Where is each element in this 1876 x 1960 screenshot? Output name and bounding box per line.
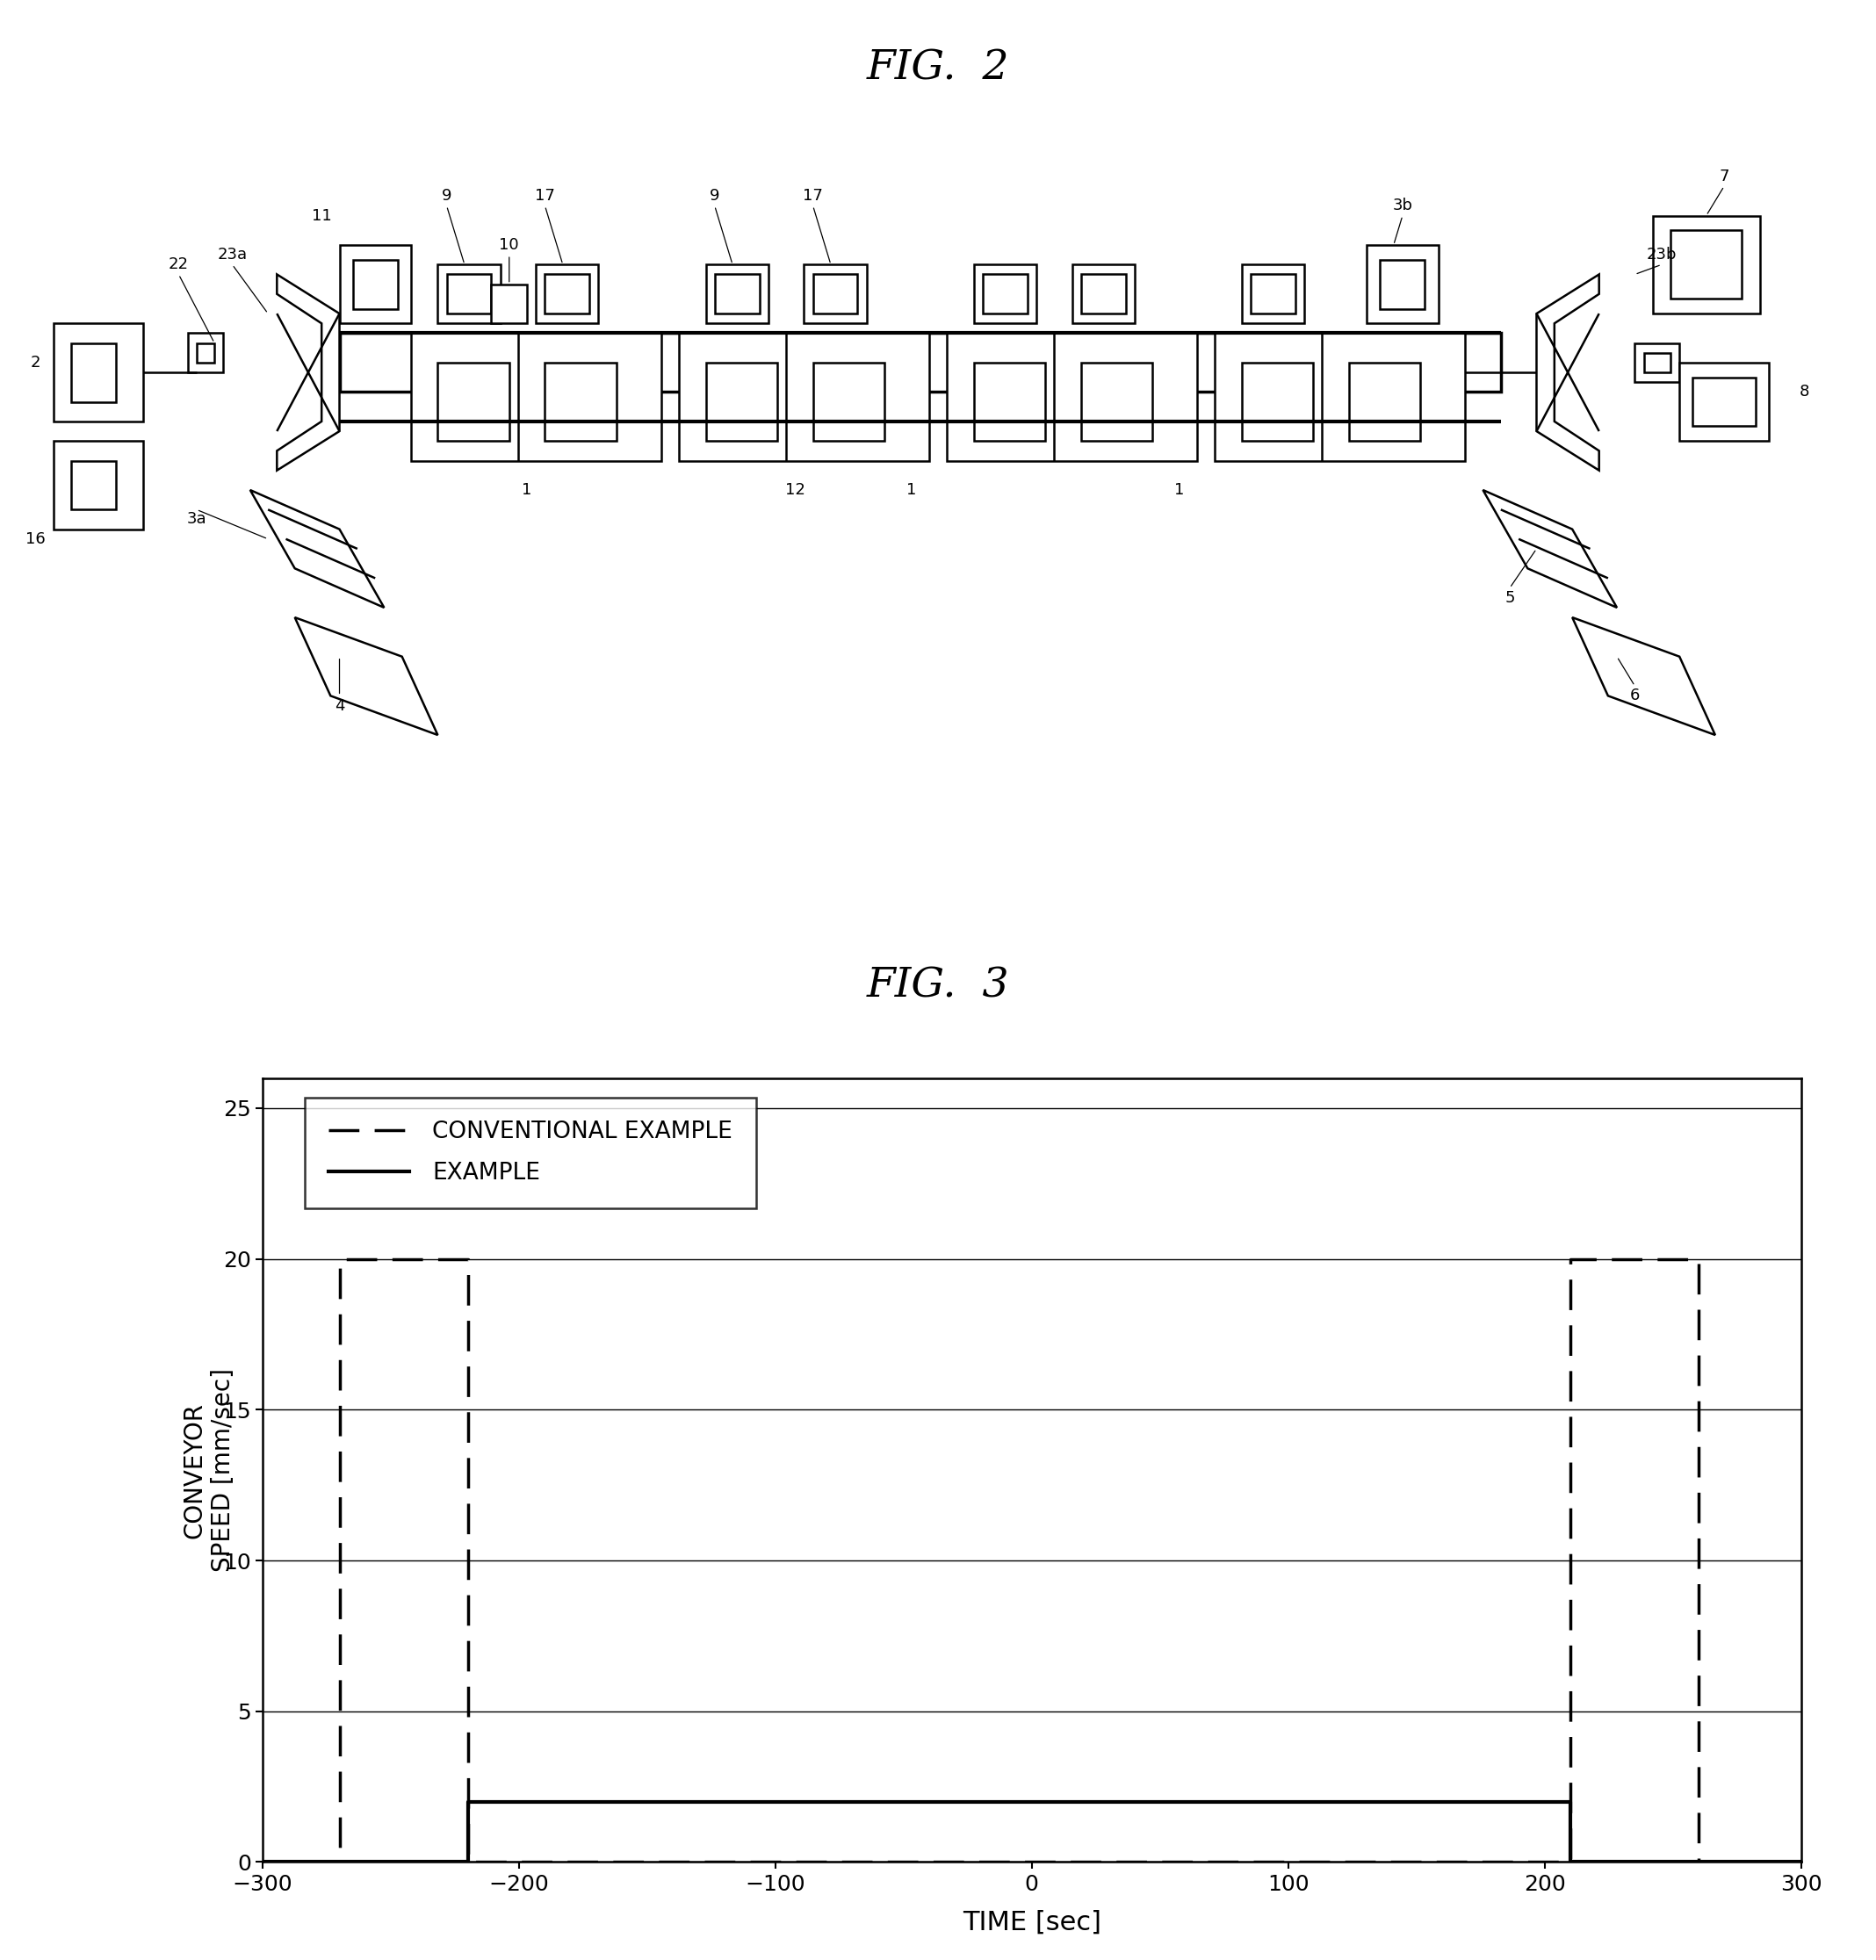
Text: FIG.  2: FIG. 2 <box>867 49 1009 88</box>
Bar <box>54 441 143 529</box>
Text: 11: 11 <box>311 208 332 223</box>
Bar <box>1216 333 1465 461</box>
Bar <box>1679 363 1769 441</box>
Bar <box>340 245 411 323</box>
Bar <box>705 363 777 441</box>
Bar <box>947 333 1197 461</box>
Bar <box>411 333 660 461</box>
Bar <box>1670 231 1743 300</box>
Bar <box>71 461 116 510</box>
Bar <box>805 265 867 323</box>
Bar <box>812 363 884 441</box>
Text: 8: 8 <box>1799 384 1810 400</box>
Bar <box>537 265 598 323</box>
Bar <box>679 333 929 461</box>
Bar <box>1381 259 1426 308</box>
Bar <box>1242 363 1313 441</box>
Bar <box>1251 274 1294 314</box>
Text: 3a: 3a <box>186 512 206 527</box>
Bar <box>353 259 398 308</box>
Y-axis label: CONVEYOR
SPEED [mm/sec]: CONVEYOR SPEED [mm/sec] <box>182 1368 234 1572</box>
Bar <box>197 343 214 363</box>
Text: 17: 17 <box>803 188 824 204</box>
Bar <box>1071 265 1135 323</box>
Bar <box>974 363 1045 441</box>
Text: 17: 17 <box>535 188 555 204</box>
Bar <box>1368 245 1439 323</box>
Text: 7: 7 <box>1718 169 1730 184</box>
Bar <box>715 274 760 314</box>
Text: 9: 9 <box>441 188 452 204</box>
Text: 22: 22 <box>169 257 189 272</box>
Bar <box>446 274 492 314</box>
Bar <box>1349 363 1420 441</box>
Polygon shape <box>1572 617 1715 735</box>
Text: 4: 4 <box>334 698 345 713</box>
Text: 12: 12 <box>784 482 805 498</box>
Polygon shape <box>1536 274 1598 470</box>
Bar <box>437 265 501 323</box>
Text: 10: 10 <box>499 237 520 253</box>
Text: 1: 1 <box>522 482 533 498</box>
Bar <box>340 333 1501 392</box>
Bar <box>1634 343 1679 382</box>
Bar <box>544 363 617 441</box>
Text: FIG.  3: FIG. 3 <box>867 966 1009 1005</box>
Bar <box>1081 274 1126 314</box>
Bar <box>1643 353 1670 372</box>
Text: 6: 6 <box>1630 688 1640 704</box>
Text: 2: 2 <box>30 355 41 370</box>
Bar <box>1242 265 1304 323</box>
Bar <box>54 323 143 421</box>
Text: 23b: 23b <box>1647 247 1677 263</box>
Bar <box>71 343 116 402</box>
Text: 9: 9 <box>709 188 720 204</box>
Text: 23a: 23a <box>218 247 248 263</box>
Polygon shape <box>295 617 437 735</box>
Bar <box>1653 216 1760 314</box>
Bar <box>983 274 1028 314</box>
Polygon shape <box>278 274 340 470</box>
Polygon shape <box>1482 490 1617 608</box>
Bar <box>544 274 589 314</box>
Text: 16: 16 <box>26 531 45 547</box>
Bar <box>437 363 508 441</box>
Bar <box>188 333 223 372</box>
Polygon shape <box>250 490 385 608</box>
Bar <box>492 284 527 323</box>
Text: 1: 1 <box>1174 482 1184 498</box>
Bar <box>1692 376 1756 427</box>
X-axis label: TIME [sec]: TIME [sec] <box>962 1909 1101 1935</box>
Legend: CONVENTIONAL EXAMPLE, EXAMPLE: CONVENTIONAL EXAMPLE, EXAMPLE <box>306 1098 756 1207</box>
Bar <box>1081 363 1152 441</box>
Bar <box>974 265 1036 323</box>
Text: 1: 1 <box>906 482 915 498</box>
Text: 3b: 3b <box>1392 198 1413 214</box>
Bar <box>812 274 857 314</box>
Bar <box>705 265 769 323</box>
Text: 5: 5 <box>1505 590 1514 606</box>
